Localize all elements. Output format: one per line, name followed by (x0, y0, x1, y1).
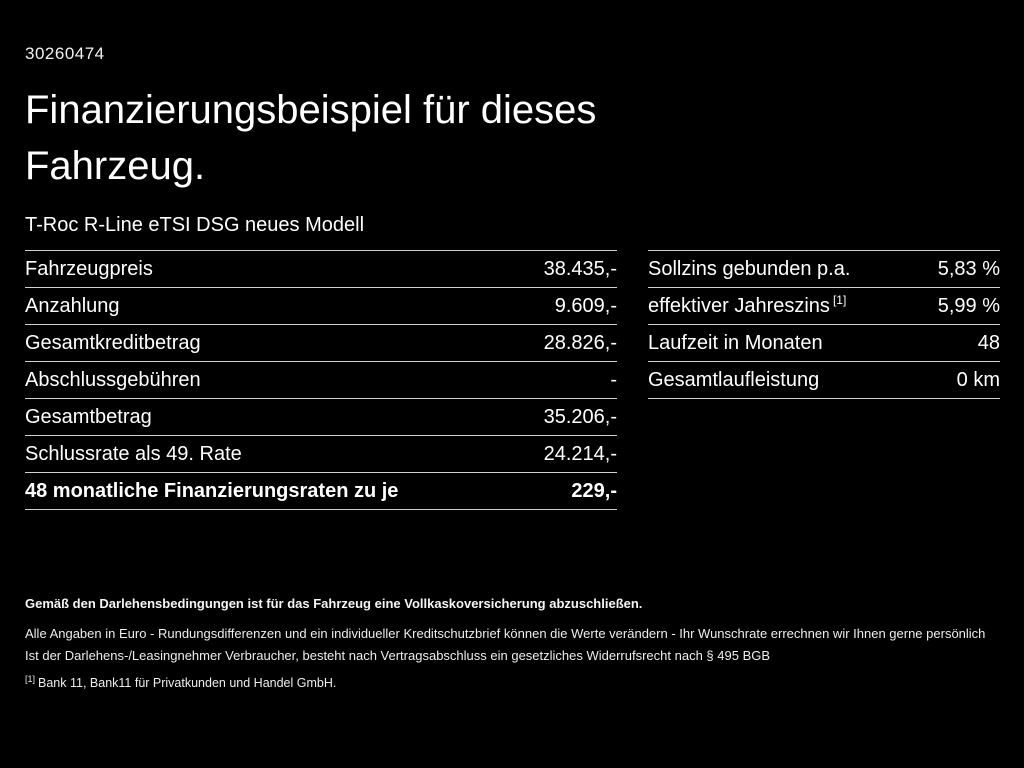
table-row: Abschlussgebühren - (25, 362, 617, 399)
table-row: Laufzeit in Monaten 48 (648, 325, 1000, 362)
row-value: 5,99 % (937, 294, 1000, 317)
footnote-text: Bank 11, Bank11 für Privatkunden und Han… (38, 676, 337, 690)
finance-table-left: Fahrzeugpreis 38.435,- Anzahlung 9.609,-… (25, 250, 617, 510)
vehicle-model: T-Roc R-Line eTSI DSG neues Modell (25, 214, 365, 236)
footer-notes: Gemäß den Darlehensbedingungen ist für d… (25, 596, 1000, 690)
row-label: Gesamtkreditbetrag (25, 331, 201, 354)
disclaimer-line1: Alle Angaben in Euro - Rundungsdifferenz… (25, 626, 986, 641)
right-column: Sollzins gebunden p.a. 5,83 % effektiver… (648, 250, 1000, 399)
table-row: Fahrzeugpreis 38.435,- (25, 251, 617, 288)
table-row-monthly-rate: 48 monatliche Finanzierungsraten zu je 2… (25, 473, 617, 510)
disclaimer-line2: Ist der Darlehens-/Leasingnehmer Verbrau… (25, 648, 771, 663)
footnote-marker: [1] (25, 673, 36, 684)
row-label: Laufzeit in Monaten (648, 331, 823, 354)
row-label: Gesamtbetrag (25, 405, 152, 428)
row-value: 48 (977, 331, 1000, 354)
row-label: Sollzins gebunden p.a. (648, 257, 851, 280)
page-title-line1: Finanzierungsbeispiel für dieses (25, 88, 597, 132)
row-value: 38.435,- (543, 257, 617, 280)
table-row: Gesamtlaufleistung 0 km (648, 362, 1000, 399)
row-value: 5,83 % (937, 257, 1000, 280)
left-column: T-Roc R-Line eTSI DSG neues Modell Fahrz… (25, 210, 617, 510)
row-label: Gesamtlaufleistung (648, 368, 820, 391)
financing-tables: T-Roc R-Line eTSI DSG neues Modell Fahrz… (25, 210, 1000, 510)
row-label: effektiver Jahreszins [1] (648, 292, 847, 317)
vehicle-id: 30260474 (25, 44, 105, 63)
row-value: 229,- (571, 479, 617, 502)
footnote-ref: [1] (832, 292, 847, 307)
row-label: Schlussrate als 49. Rate (25, 442, 242, 465)
row-label: 48 monatliche Finanzierungsraten zu je (25, 479, 399, 502)
table-row: Schlussrate als 49. Rate 24.214,- (25, 436, 617, 473)
table-row: Gesamtbetrag 35.206,- (25, 399, 617, 436)
table-row: effektiver Jahreszins [1] 5,99 % (648, 288, 1000, 325)
table-row: Sollzins gebunden p.a. 5,83 % (648, 251, 1000, 288)
page-title: Finanzierungsbeispiel für dieses Fahrzeu… (25, 82, 1000, 194)
row-label: Anzahlung (25, 294, 120, 317)
table-row: Gesamtkreditbetrag 28.826,- (25, 325, 617, 362)
row-value: 0 km (956, 368, 1000, 391)
row-value: 24.214,- (543, 442, 617, 465)
row-value: 28.826,- (543, 331, 617, 354)
finance-table-right: Sollzins gebunden p.a. 5,83 % effektiver… (648, 250, 1000, 399)
table-row: Anzahlung 9.609,- (25, 288, 617, 325)
bank-footnote: [1] Bank 11, Bank11 für Privatkunden und … (25, 673, 1000, 690)
row-label: Abschlussgebühren (25, 368, 201, 391)
row-value: 9.609,- (554, 294, 617, 317)
row-value: - (610, 368, 617, 391)
row-label: Fahrzeugpreis (25, 257, 153, 280)
row-value: 35.206,- (543, 405, 617, 428)
insurance-note: Gemäß den Darlehensbedingungen ist für d… (25, 596, 643, 611)
page-title-line2: Fahrzeug. (25, 144, 206, 188)
